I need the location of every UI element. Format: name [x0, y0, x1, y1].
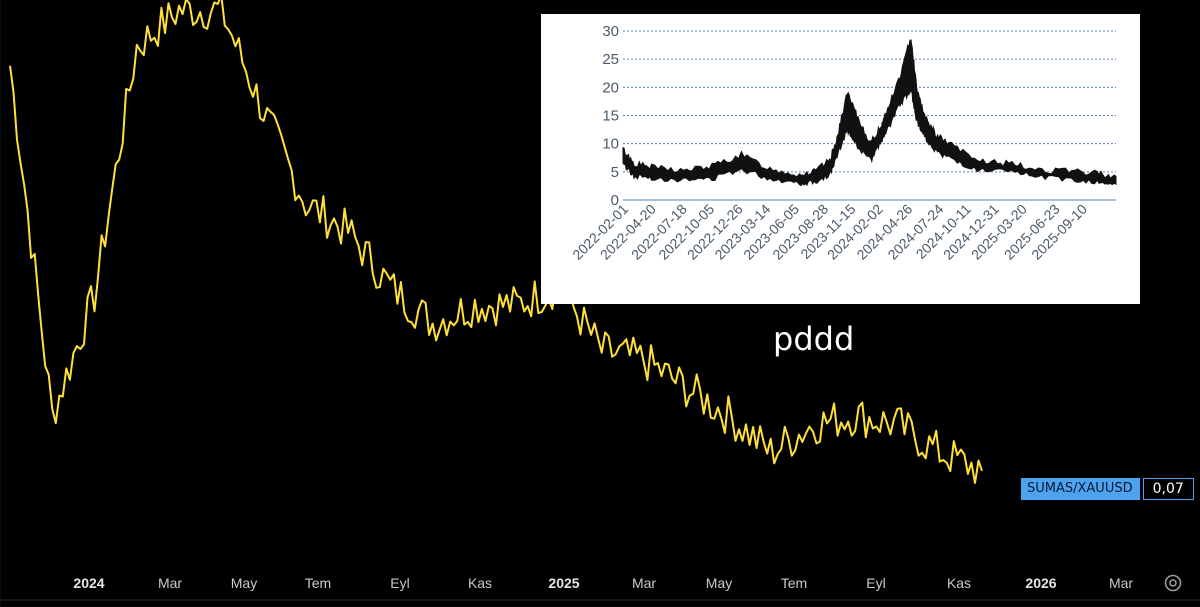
gear-icon[interactable]	[1162, 572, 1184, 594]
inset-x-tick-labels: 2022-02-012022-04-202022-07-182022-10-05…	[569, 201, 1090, 263]
x-tick-label: 2024	[73, 575, 104, 591]
x-tick-label: Kas	[947, 575, 971, 591]
x-tick-label: Eyl	[866, 575, 885, 591]
x-tick-label: 2026	[1025, 575, 1056, 591]
inset-y-tick-label: 15	[602, 108, 619, 125]
price-tag: SUMAS/XAUUSD 0,07	[1021, 478, 1194, 500]
inset-chart: 0 5 10 15 20 25 30 2022-02-012022-04-202022-07…	[569, 23, 1117, 263]
x-tick-label: Tem	[781, 575, 807, 591]
x-tick-label: Eyl	[390, 575, 409, 591]
inset-y-tick-label: 25	[602, 51, 619, 68]
x-tick-label: May	[706, 575, 732, 591]
x-tick-label: Tem	[305, 575, 331, 591]
inset-y-tick-labels: 0 5 10 15 20 25 30	[602, 23, 619, 209]
x-tick-label: Mar	[158, 575, 182, 591]
x-tick-label: May	[231, 575, 257, 591]
x-tick-label: Mar	[632, 575, 656, 591]
inset-gridlines	[623, 30, 1116, 201]
price-tag-symbol: SUMAS/XAUUSD	[1021, 478, 1140, 500]
overlay-caption: pddd	[773, 320, 855, 358]
inset-y-tick-label: 20	[602, 79, 619, 96]
x-tick-label: Kas	[468, 575, 492, 591]
inset-y-tick-label: 30	[602, 23, 619, 40]
price-tag-value: 0,07	[1142, 478, 1194, 500]
inset-series-band	[622, 39, 1117, 187]
inset-y-tick-label: 10	[602, 136, 619, 153]
x-tick-label: 2025	[548, 575, 579, 591]
inset-chart-image: 0 5 10 15 20 25 30 2022-02-01 2022-04-20 2022-07…	[541, 14, 1140, 304]
inset-y-tick-label: 0	[611, 192, 619, 209]
series-line-sumas-xauusd	[9, 0, 983, 484]
x-axis-tick-labels: 2024 Mar May Tem Eyl Kas 2025 Mar May Tem Eyl Kas 20…	[73, 575, 1133, 591]
x-tick-label: Mar	[1109, 575, 1133, 591]
inset-y-tick-label: 5	[611, 164, 619, 181]
